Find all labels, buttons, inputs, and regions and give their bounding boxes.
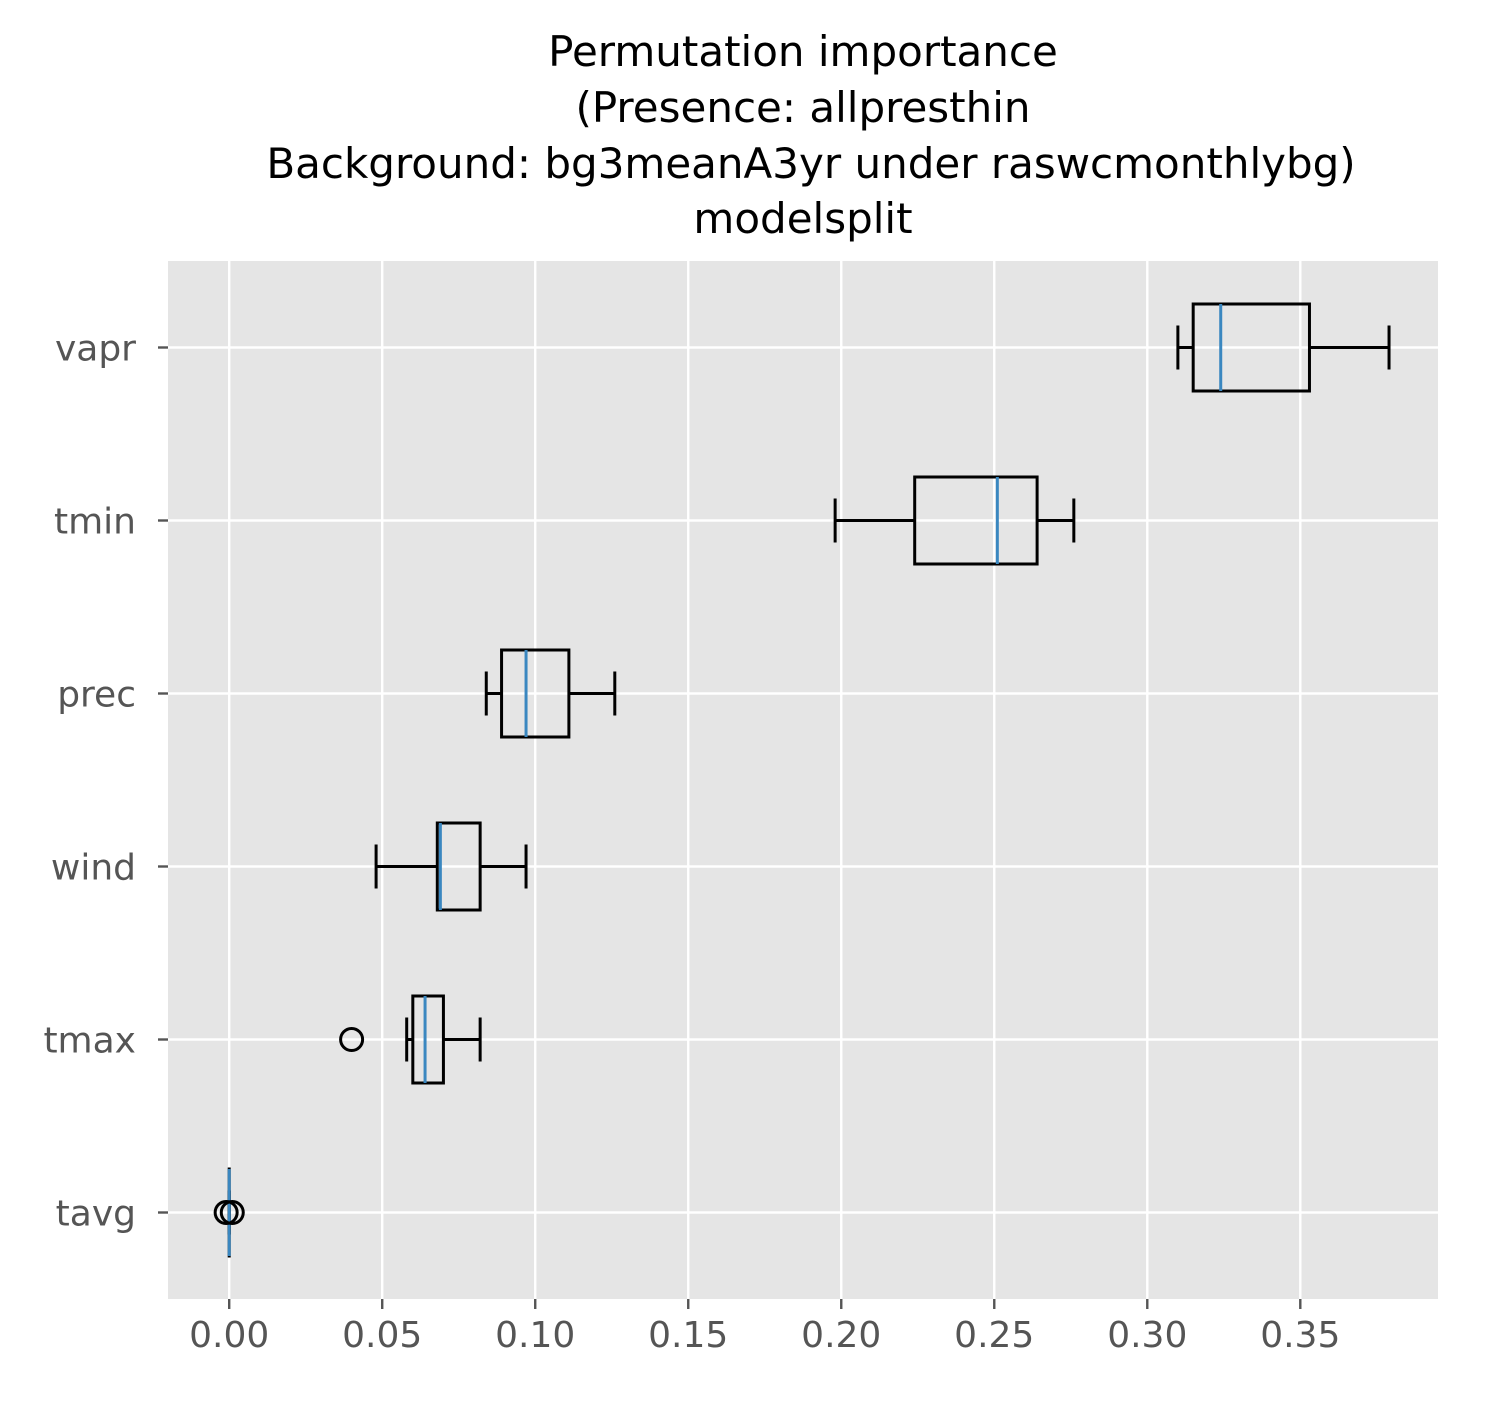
y-tick-label: vapr [55,329,136,370]
x-tick-label: 0.35 [1260,1315,1340,1356]
x-tick-label: 0.05 [342,1315,422,1356]
x-tick-label: 0.00 [189,1315,269,1356]
x-tick-label: 0.30 [1107,1315,1187,1356]
plot-area [168,261,1438,1299]
y-tick-label: prec [57,675,136,716]
title-line-1: Permutation importance [548,27,1058,76]
x-tick-label: 0.20 [801,1315,881,1356]
title-line-3: Background: bg3meanA3yr under raswcmonth… [266,139,1355,188]
y-tick-label: wind [51,848,136,889]
y-tick-label: tmax [43,1021,136,1062]
title-line-2: (Presence: allpresthin [575,83,1030,132]
y-tick-label: tavg [56,1194,136,1235]
x-tick-label: 0.15 [648,1315,728,1356]
y-tick-label: tmin [54,502,136,543]
x-tick-label: 0.25 [954,1315,1034,1356]
chart-title: Permutation importance (Presence: allpre… [266,27,1355,243]
title-line-4: modelsplit [693,194,912,243]
x-tick-label: 0.10 [495,1315,575,1356]
